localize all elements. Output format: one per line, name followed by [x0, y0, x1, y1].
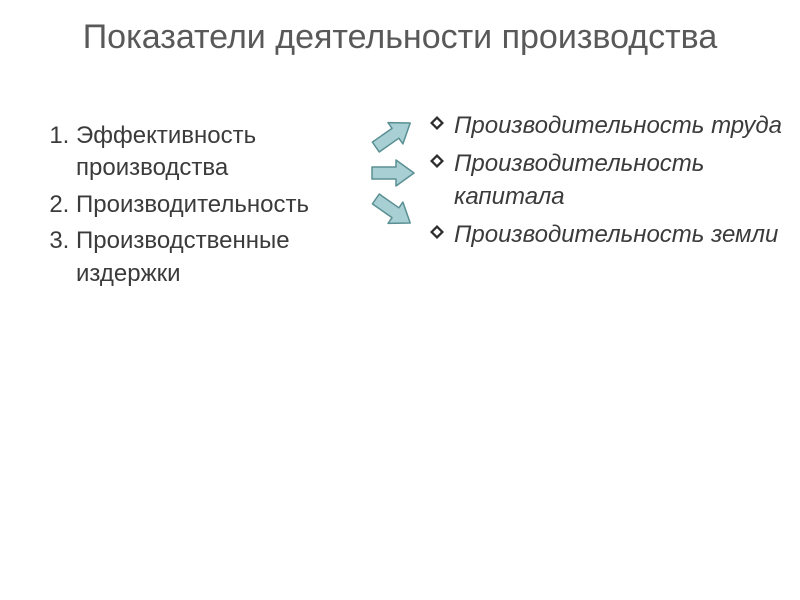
bullet-label: Производительность труда [454, 110, 782, 142]
slide-title: Показатели деятельности производства [0, 18, 800, 57]
diamond-bullet-icon [430, 154, 444, 173]
arrow-top-icon [366, 110, 424, 165]
diamond-bullet-icon [430, 225, 444, 244]
list-item: Производственные издержки [76, 225, 370, 290]
list-item: Эффективность производства [76, 120, 370, 185]
bullet-label: Производительность капитала [454, 148, 790, 213]
arrow-middle-icon [370, 158, 416, 193]
bullet-item: Производительность труда [430, 110, 790, 142]
bullet-item: Производительность земли [430, 219, 790, 251]
list-item: Производительность [76, 189, 370, 221]
left-column: Эффективность производства Производитель… [40, 120, 370, 294]
right-column: Производительность труда Производительно… [430, 110, 790, 258]
arrow-bottom-icon [363, 186, 421, 241]
bullet-label: Производительность земли [454, 219, 778, 251]
numbered-list: Эффективность производства Производитель… [40, 120, 370, 290]
diamond-bullet-icon [430, 116, 444, 135]
bullet-item: Производительность капитала [430, 148, 790, 213]
